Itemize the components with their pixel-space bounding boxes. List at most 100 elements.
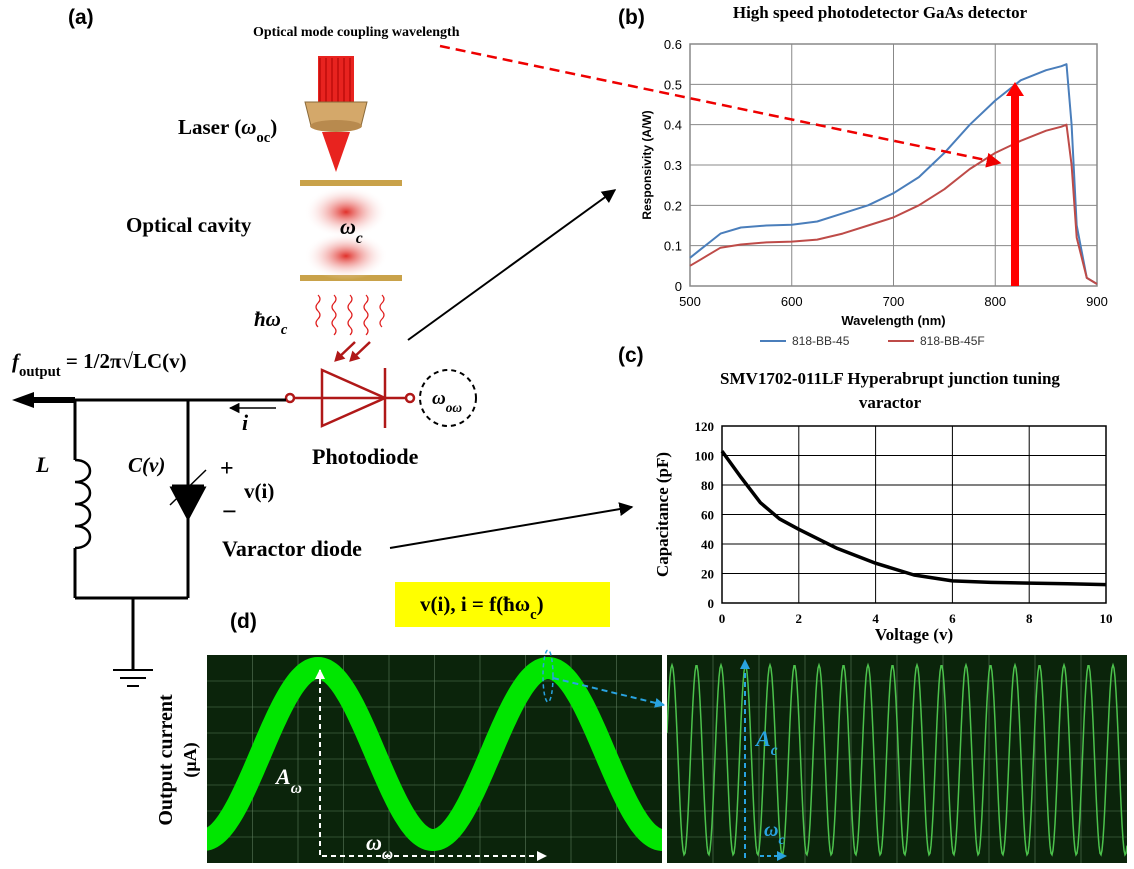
amplitude-label: Aω [274,764,302,797]
plot-frame [721,425,1107,604]
x-tick-label: 4 [872,611,879,626]
circuit [12,392,286,687]
scope-left [207,655,662,863]
x-tick-label: 600 [781,294,803,309]
photodiode [284,341,416,428]
text: ) [270,115,277,139]
x-axis-label: Wavelength (nm) [841,313,945,328]
plus-label: + [220,456,234,482]
subscript: ω [291,780,302,797]
zoom-amplitude-label: Ac [754,726,778,759]
zoom-region [542,649,554,703]
series-line [689,63,1098,285]
panel-label: (d) [230,610,257,633]
source-label: ωoω [432,388,462,415]
voltage-label: v(i) [244,479,274,503]
chart-title: High speed photodetector GaAs detector [733,3,1028,22]
y-tick-label: 0.1 [664,239,682,254]
x-tick-label: 900 [1086,294,1108,309]
period-label: ωω [366,830,393,863]
laser-label: Laser (ωoc) [178,115,277,146]
symbol: f [12,349,21,373]
cavity-mode: ωc [340,214,363,247]
charts: 500 600 700 800 90000.10.20.30.40.50.6818-BB… [640,3,1113,644]
panel-label: (b) [618,6,645,29]
source-circle [419,369,477,427]
relation: v(i), i = f(ħωc) [420,592,544,623]
capacitor-label: C(v) [128,453,165,477]
y-tick-label: 0.3 [664,158,682,173]
y-tick-label: 20 [701,567,714,582]
coupling-arrow [439,44,1002,168]
photon-waves [315,294,385,336]
legend-label: 818-BB-45 [792,334,850,348]
y-tick-label: 60 [701,508,714,523]
coupling-marker [1011,92,1019,286]
y-tick-label: 0 [675,279,682,294]
legend-label: 818-BB-45F [920,334,985,348]
y-tick-label: 40 [701,537,714,552]
symbol: A [274,764,291,789]
subscript: oω [446,400,463,415]
series-line [689,123,1098,285]
scope-y-label: (μA) [180,742,201,777]
photon-label: ħωc [254,307,288,338]
cavity [300,180,402,281]
symbol: ω [241,115,256,139]
pointer-arrow [389,502,634,549]
x-tick-label: 500 [679,294,701,309]
subscript: c [281,322,288,338]
symbol: ħω [254,307,281,331]
text: ) [537,592,544,616]
relation-box [395,582,610,627]
photodiode-label: Photodiode [312,444,419,469]
chart-title: varactor [859,393,922,412]
x-tick-label: 700 [883,294,905,309]
y-tick-label: 0.4 [664,118,682,133]
pointer-arrow [407,189,617,341]
x-tick-label: 10 [1100,611,1113,626]
x-tick-label: 2 [796,611,803,626]
current-label: i [242,410,249,435]
symbol: A [754,726,771,751]
y-tick-label: 0.2 [664,198,682,213]
coupling-marker-head [1006,82,1024,96]
symbol: ω [340,214,356,239]
y-axis-label: Capacitance (pF) [653,452,672,577]
scope-right [667,655,1127,863]
varactor-label: Varactor diode [222,536,362,561]
y-tick-label: 100 [695,449,715,464]
subscript: c [530,607,537,623]
x-tick-label: 6 [949,611,956,626]
inductor-label: L [35,452,49,477]
x-tick-label: 0 [719,611,726,626]
x-tick-label: 8 [1026,611,1033,626]
symbol: ω [432,388,446,409]
formula: = 1/2π√LC(v) [61,349,187,373]
symbol: ω [764,819,778,841]
subscript: ω [382,846,393,863]
text: Laser ( [178,115,241,139]
y-tick-label: 120 [695,419,715,434]
x-tick-label: 800 [984,294,1006,309]
panel-label: (c) [618,344,644,367]
y-axis-label: Responsivity (A/W) [640,110,654,219]
chart-title: SMV1702-011LF Hyperabrupt junction tunin… [720,369,1060,388]
subscript: c [778,833,785,848]
coupling-label: Optical mode coupling wavelength [253,25,460,40]
y-tick-label: 0.6 [664,37,682,52]
subscript: output [19,364,61,380]
y-tick-label: 0.5 [664,77,682,92]
panel-label: (a) [68,6,94,29]
text: v(i), i = f(ħω [420,592,530,616]
y-tick-label: 0 [708,596,715,611]
laser [304,56,368,172]
zoom-period-label: ωc [764,819,785,848]
x-axis-label: Voltage (v) [875,625,953,644]
minus-label: − [222,497,237,526]
cavity-label: Optical cavity [126,213,252,237]
y-tick-label: 80 [701,478,714,493]
scope-y-label: Output current [155,694,177,826]
series-line [720,450,1107,587]
